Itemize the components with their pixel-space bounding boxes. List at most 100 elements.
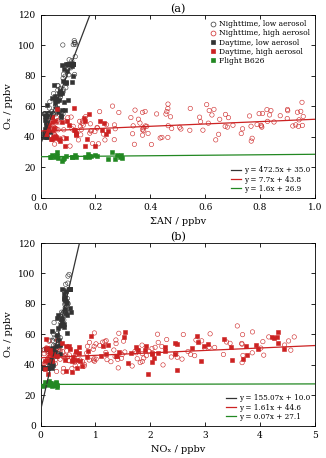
Point (160, 361, 166, 369)
Point (132, 348, 138, 355)
Point (65, 279, 70, 287)
Point (55, 333, 61, 340)
Point (120, 351, 125, 358)
Point (164, 108, 170, 115)
Point (67, 60, 73, 67)
Point (50, 351, 55, 359)
Point (59, 309, 64, 316)
Point (106, 155, 111, 163)
Point (49, 95, 54, 102)
Point (52, 117, 58, 125)
Point (49, 114, 54, 121)
Point (73, 362, 78, 369)
Point (143, 343, 149, 350)
Point (97, 342, 102, 349)
Point (198, 118, 203, 125)
Point (45, 380, 50, 387)
Point (78, 357, 83, 364)
Point (65, 329, 70, 336)
Point (73, 53, 78, 60)
Point (62, 320, 67, 327)
Point (103, 130, 109, 137)
Point (52, 350, 57, 357)
Point (58, 91, 63, 98)
Point (41, 383, 46, 390)
Point (140, 350, 145, 357)
Point (48, 360, 53, 367)
Point (92, 355, 97, 362)
Point (53, 125, 59, 132)
Point (195, 338, 200, 346)
Point (260, 110, 265, 117)
Point (56, 96, 62, 104)
Point (82, 362, 87, 370)
Point (78, 131, 83, 138)
Point (59, 339, 65, 347)
Point (50, 337, 55, 344)
Point (67, 351, 72, 359)
Point (244, 342, 249, 349)
Point (47, 110, 52, 118)
Point (47, 354, 52, 361)
Point (58, 138, 63, 145)
Point (47, 378, 52, 385)
Point (67, 285, 73, 292)
Point (140, 131, 145, 139)
Point (95, 124, 100, 131)
Point (69, 60, 75, 67)
X-axis label: NOₓ / ppbv: NOₓ / ppbv (151, 445, 205, 454)
Point (73, 41, 78, 48)
Point (149, 141, 154, 148)
Point (295, 109, 300, 116)
Point (49, 358, 54, 365)
Point (63, 79, 68, 87)
Point (60, 348, 65, 355)
Point (69, 57, 74, 65)
Point (259, 124, 264, 131)
Point (87, 356, 92, 364)
Point (63, 84, 68, 92)
Point (130, 122, 136, 130)
Point (49, 135, 54, 142)
Point (41, 350, 47, 357)
Point (52, 99, 57, 107)
Point (58, 114, 64, 121)
Point (62, 356, 67, 364)
Point (70, 357, 75, 364)
Point (174, 340, 179, 348)
Point (61, 287, 66, 294)
Point (54, 315, 59, 322)
Point (250, 349, 255, 356)
Legend: y = 155.07x + 10.0, y = 1.61x + 44.6, y = 0.07x + 27.1: y = 155.07x + 10.0, y = 1.61x + 44.6, y … (224, 393, 311, 422)
Point (45, 346, 50, 353)
Point (63, 367, 68, 375)
Point (275, 328, 280, 336)
Point (58, 85, 63, 93)
Point (52, 319, 57, 326)
Point (55, 332, 60, 339)
Point (54, 368, 59, 375)
Point (41, 133, 46, 141)
Point (62, 354, 67, 361)
Point (44, 345, 49, 352)
Point (150, 349, 155, 357)
Point (163, 343, 168, 350)
Point (46, 110, 51, 118)
Point (146, 348, 152, 355)
Point (122, 333, 127, 340)
Point (103, 350, 108, 358)
Point (65, 114, 70, 121)
Point (156, 349, 161, 356)
Point (50, 361, 55, 368)
Point (61, 154, 67, 162)
Point (45, 346, 51, 353)
Point (63, 299, 68, 306)
Point (66, 96, 71, 104)
Point (43, 364, 48, 371)
Point (140, 342, 145, 349)
Point (240, 331, 245, 338)
Point (208, 330, 213, 338)
Point (259, 122, 264, 129)
Point (43, 364, 49, 371)
Point (114, 353, 119, 360)
